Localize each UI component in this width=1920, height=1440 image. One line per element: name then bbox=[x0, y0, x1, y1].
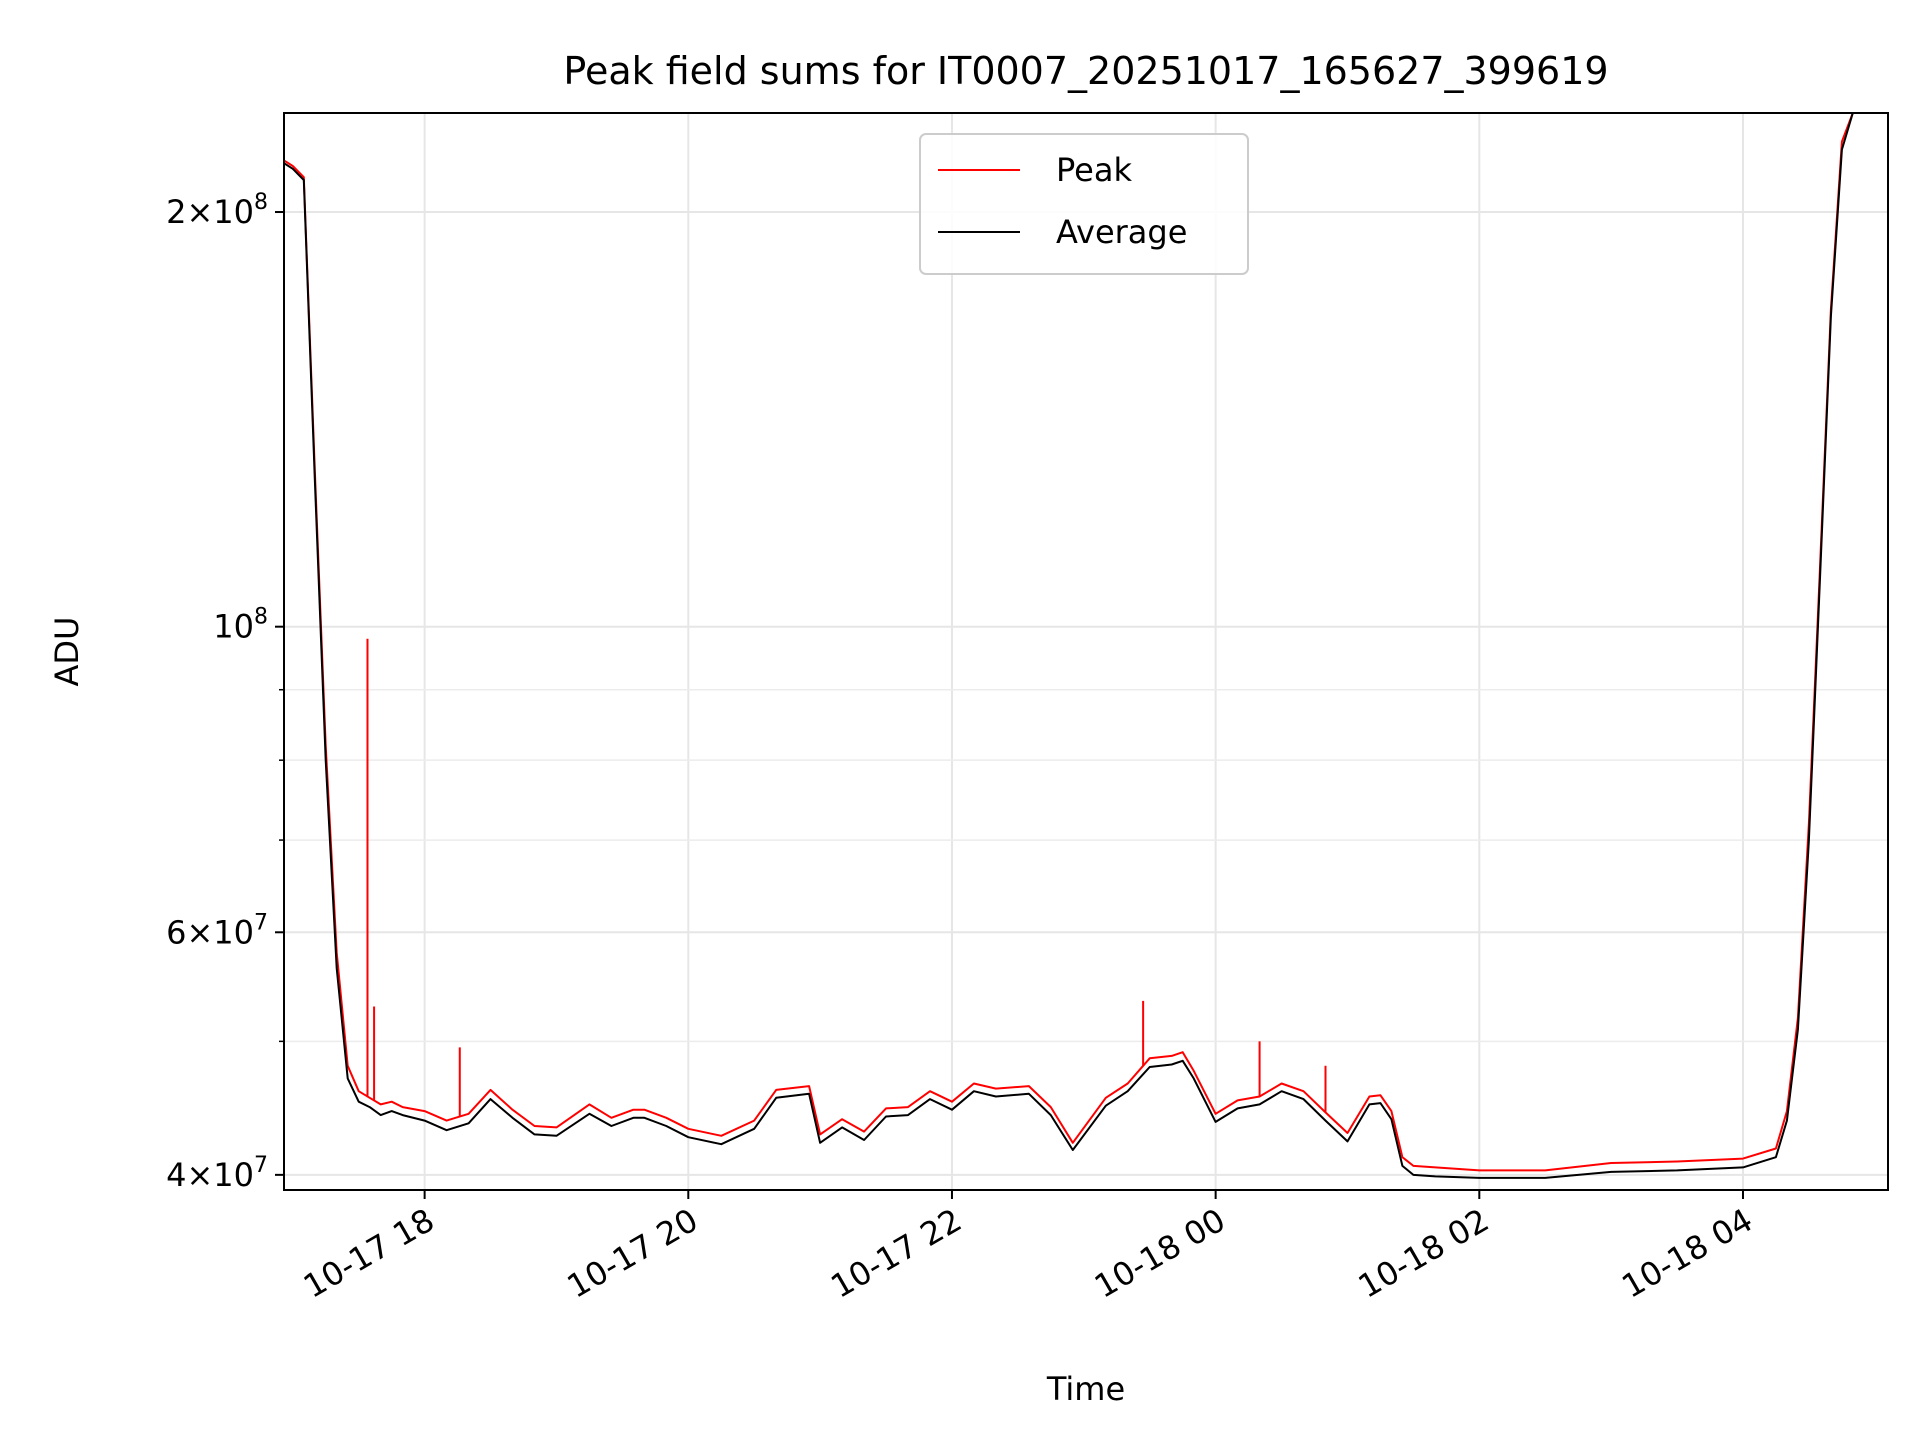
y-tick-label: 4×107 bbox=[166, 1153, 268, 1194]
y-tick-times: × bbox=[186, 193, 213, 231]
series-line-peak bbox=[284, 113, 1888, 1172]
y-tick-ten: 10 bbox=[213, 193, 254, 231]
y-tick-exponent: 8 bbox=[254, 605, 268, 630]
y-tick-ten: 10 bbox=[213, 608, 254, 646]
x-axis-label: Time bbox=[1046, 1370, 1125, 1408]
legend-label-average: Average bbox=[1056, 213, 1187, 251]
y-tick-label: 108 bbox=[213, 605, 268, 646]
y-tick-base: 2 bbox=[166, 193, 186, 231]
y-axis-label: ADU bbox=[48, 617, 86, 687]
legend: Peak Average bbox=[919, 133, 1249, 275]
y-tick-times: × bbox=[186, 913, 213, 951]
plot-frame bbox=[283, 112, 1889, 1191]
chart-title: Peak field sums for IT0007_20251017_1656… bbox=[563, 49, 1608, 93]
y-tick-times: × bbox=[186, 1156, 213, 1194]
y-tick-label: 2×108 bbox=[166, 190, 268, 231]
y-tick-base: 4 bbox=[166, 1156, 186, 1194]
legend-label-peak: Peak bbox=[1056, 151, 1132, 189]
y-tick-label: 6×107 bbox=[166, 910, 268, 951]
y-tick-base: 6 bbox=[166, 913, 186, 951]
series-line-average bbox=[284, 113, 1888, 1179]
y-tick-ten: 10 bbox=[213, 1156, 254, 1194]
series-layer bbox=[284, 113, 1888, 1179]
y-tick-exponent: 8 bbox=[254, 190, 268, 215]
y-tick-exponent: 7 bbox=[254, 1153, 268, 1178]
y-tick-exponent: 7 bbox=[254, 910, 268, 935]
y-tick-ten: 10 bbox=[213, 913, 254, 951]
